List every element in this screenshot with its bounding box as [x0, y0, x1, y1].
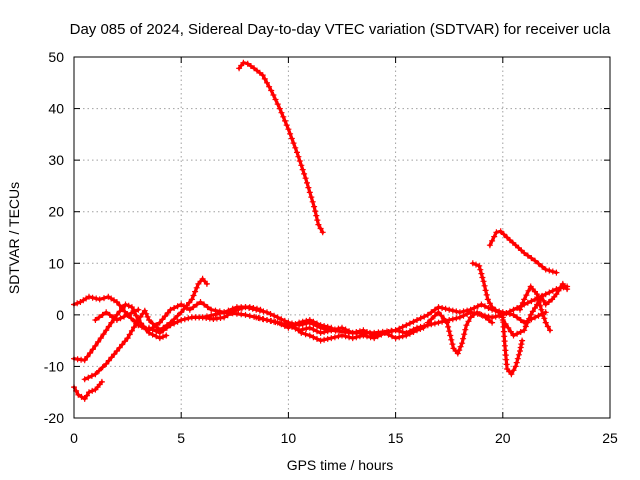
series-markers — [71, 301, 170, 364]
y-tick-label: -10 — [44, 358, 64, 374]
y-tick-label: 50 — [48, 49, 64, 65]
series-markers — [253, 314, 335, 331]
axis-ticks — [73, 56, 611, 419]
plot-frame — [73, 56, 611, 419]
series-line — [471, 261, 524, 376]
series-markers — [424, 309, 496, 357]
series-pass-15 — [517, 283, 553, 334]
series-pass-11 — [253, 314, 335, 331]
series-pass-3 — [71, 378, 105, 402]
y-tick-labels: -20 -10 0 10 20 30 40 50 — [44, 49, 64, 426]
y-tick-label: 10 — [48, 255, 64, 271]
series-line — [488, 229, 559, 275]
series-pass-4 — [71, 301, 170, 364]
series-markers — [236, 59, 326, 236]
series-pass-1 — [236, 59, 326, 236]
y-tick-label: 0 — [56, 307, 64, 323]
series-pass-2 — [486, 228, 560, 276]
series-pass-14 — [499, 280, 571, 339]
series-pass-7 — [92, 306, 142, 323]
x-tick-label: 15 — [388, 430, 404, 446]
chart-title: Day 085 of 2024, Sidereal Day-to-day VTE… — [70, 21, 611, 38]
y-tick-label: 30 — [48, 152, 64, 168]
series-line — [237, 61, 325, 234]
x-tick-label: 10 — [281, 430, 297, 446]
series-markers — [71, 378, 105, 402]
grid — [74, 57, 610, 418]
y-tick-label: -20 — [44, 410, 64, 426]
series-markers — [517, 283, 553, 334]
x-tick-label: 25 — [602, 430, 618, 446]
series-markers — [92, 306, 142, 323]
series-markers — [486, 228, 560, 276]
x-tick-labels: 0 5 10 15 20 25 — [70, 430, 618, 446]
x-tick-label: 20 — [495, 430, 511, 446]
series-pass-12 — [424, 309, 496, 357]
x-tick-label: 0 — [70, 430, 78, 446]
y-tick-label: 20 — [48, 204, 64, 220]
x-axis-label: GPS time / hours — [287, 457, 394, 473]
y-tick-label: 40 — [48, 101, 64, 117]
data-series — [71, 59, 571, 402]
y-axis-label: SDTVAR / TECUs — [6, 182, 22, 294]
x-tick-label: 5 — [177, 430, 185, 446]
